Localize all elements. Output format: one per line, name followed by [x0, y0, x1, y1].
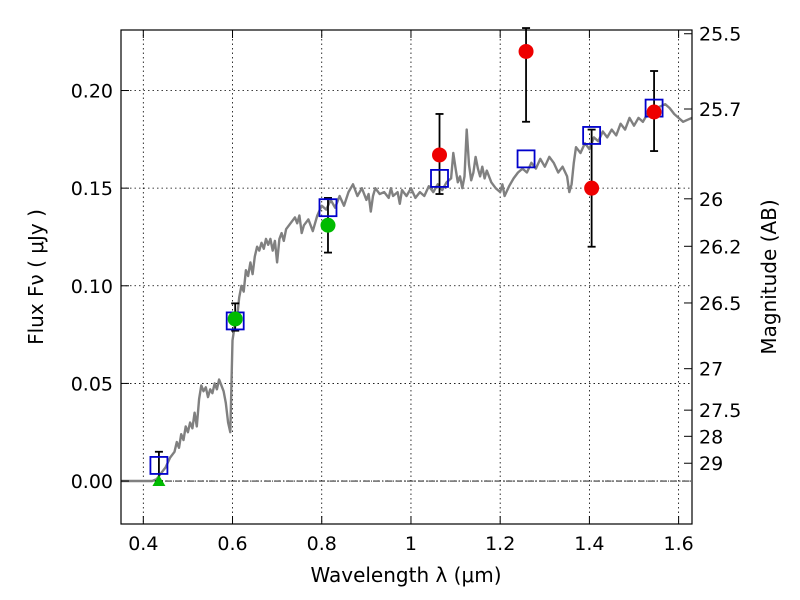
model-square	[149, 456, 169, 475]
x-tick-labels: 0.4 0.6 0.8 1 1.2 1.4 1.6	[128, 533, 694, 555]
right-tick-label: 26.2	[699, 236, 741, 258]
axis-ticks	[121, 30, 692, 524]
grid-lines	[121, 30, 692, 524]
x-tick-label: 1.4	[574, 533, 604, 555]
right-tick-label: 28	[699, 426, 723, 448]
right-tick-label: 27.5	[699, 400, 741, 422]
model-spectrum	[121, 103, 693, 483]
spectrum-line	[121, 103, 693, 483]
y-tick-label: 0.20	[71, 81, 113, 103]
model-square	[516, 149, 536, 169]
observed-point	[518, 43, 534, 59]
observed-point	[432, 147, 448, 163]
model-square	[582, 126, 602, 145]
observed-point	[584, 180, 600, 196]
x-axis-label: Wavelength λ (μm)	[310, 563, 501, 587]
x-tick-label: 0.4	[128, 533, 158, 555]
model-photometry-markers	[149, 98, 664, 475]
y-tick-labels: 0.00 0.05 0.10 0.15 0.20	[71, 81, 113, 494]
y-tick-label: 0.00	[71, 471, 113, 493]
y-tick-label: 0.15	[71, 178, 113, 200]
right-tick-label: 25.7	[699, 99, 741, 121]
upper-limit-triangle	[152, 475, 166, 487]
observed-point	[227, 311, 243, 327]
observed-point	[646, 104, 662, 120]
right-tick-label: 26	[699, 189, 723, 211]
model-square	[430, 168, 449, 188]
y-tick-label: 0.05	[71, 373, 113, 395]
x-tick-label: 0.8	[307, 533, 337, 555]
plot-frame	[120, 29, 693, 525]
right-axis-label: Magnitude (AB)	[757, 199, 781, 354]
right-tick-label: 25.5	[699, 24, 741, 46]
x-tick-label: 0.6	[217, 533, 247, 555]
x-tick-label: 1.2	[485, 533, 515, 555]
x-tick-label: 1.6	[664, 533, 694, 555]
x-tick-label: 1	[405, 533, 417, 555]
model-square	[318, 198, 338, 218]
observed-point	[320, 217, 336, 233]
right-tick-label: 29	[699, 453, 723, 475]
observed-markers	[152, 43, 662, 487]
right-tick-label: 27	[699, 359, 723, 381]
right-tick-labels: 25.5 25.7 26 26.2 26.5 27 27.5 28 29	[699, 24, 741, 476]
y-axis-label: Flux Fν ( μJy )	[24, 209, 48, 345]
right-tick-label: 26.5	[699, 293, 741, 315]
y-tick-label: 0.10	[71, 276, 113, 298]
